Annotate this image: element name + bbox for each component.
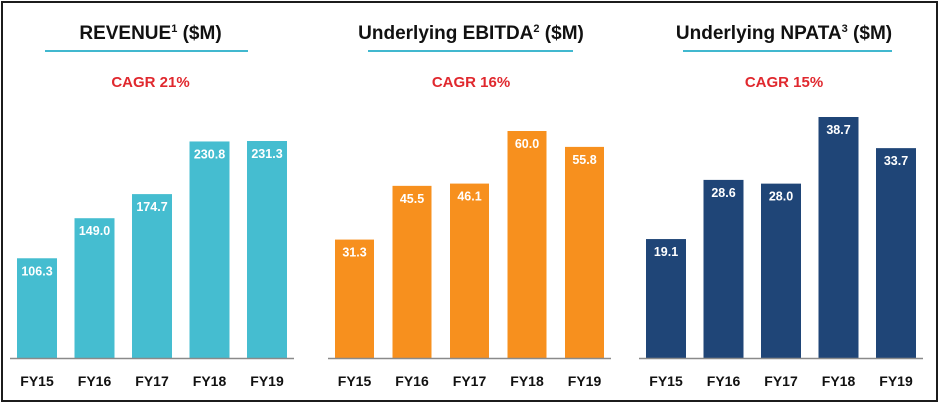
npata-title-underline <box>683 50 892 52</box>
npata-value-label: 28.6 <box>711 186 735 200</box>
ebitda-cagr: CAGR 16% <box>431 74 511 91</box>
npata-bar-fy16 <box>703 179 744 358</box>
npata-title-text: Underlying NPATA <box>675 23 842 44</box>
npata-cagr: CAGR 15% <box>744 74 824 91</box>
ebitda-x-tick-label: FY15 <box>338 373 372 389</box>
revenue-value-label: 106.3 <box>21 264 52 278</box>
npata-x-tick-label: FY19 <box>879 373 913 389</box>
npata-x-tick-label: FY15 <box>649 373 683 389</box>
revenue-x-tick-label: FY16 <box>78 373 112 389</box>
npata-x-tick-label: FY16 <box>707 373 741 389</box>
revenue-value-label: 174.7 <box>136 200 167 214</box>
revenue-cagr: CAGR 21% <box>111 74 190 91</box>
revenue-title-text: REVENUE <box>79 23 172 44</box>
revenue-x-tick-label: FY19 <box>250 373 284 389</box>
ebitda-value-label: 45.5 <box>400 192 424 206</box>
ebitda-x-tick-label: FY17 <box>453 373 487 389</box>
npata-value-label: 19.1 <box>654 245 678 259</box>
npata-title-unit: ($M) <box>847 23 893 44</box>
ebitda-x-tick-label: FY19 <box>568 373 602 389</box>
ebitda-value-label: 31.3 <box>342 246 366 260</box>
revenue-x-tick-label: FY17 <box>135 373 169 389</box>
ebitda-bar-fy18 <box>507 131 547 358</box>
npata-bar-fy18 <box>818 117 859 358</box>
ebitda-bar-fy16 <box>392 185 432 358</box>
npata-x-tick-label: FY18 <box>822 373 856 389</box>
revenue-bar-plot: 106.3 FY15 149.0 FY16 174.7 FY17 230.8 FY18 231.… <box>10 141 294 389</box>
npata-x-tick-label: FY17 <box>764 373 798 389</box>
npata-value-label: 33.7 <box>884 154 908 168</box>
ebitda-title-text: Underlying EBITDA <box>358 23 534 44</box>
ebitda-title-unit: ($M) <box>539 23 584 44</box>
ebitda-value-label: 55.8 <box>572 153 596 167</box>
revenue-bar-fy16 <box>74 218 115 358</box>
revenue-value-label: 149.0 <box>79 224 110 238</box>
npata-chart-title: Underlying NPATA3 ($M) <box>632 23 936 45</box>
revenue-x-tick-label: FY15 <box>20 373 54 389</box>
npata-bar-plot: 19.1 FY15 28.6 FY16 28.0 FY17 38.7 FY18 33.7 FY19 <box>639 117 923 389</box>
ebitda-chart-panel: Underlying EBITDA2 ($M) CAGR 16% 31.3 FY1… <box>316 3 626 403</box>
npata-bar-fy17 <box>761 183 801 358</box>
revenue-chart-title: REVENUE1 ($M) <box>3 23 298 45</box>
ebitda-title-underline <box>368 50 573 52</box>
ebitda-bar-fy19 <box>565 146 604 358</box>
ebitda-value-label: 60.0 <box>515 137 539 151</box>
npata-value-label: 38.7 <box>826 123 850 137</box>
npata-bar-fy15 <box>646 239 686 358</box>
ebitda-bar-fy17 <box>450 183 489 358</box>
npata-title-footnote: 3 <box>841 23 848 35</box>
npata-chart-panel: Underlying NPATA3 ($M) CAGR 15% 19.1 FY15… <box>632 3 936 403</box>
ebitda-x-tick-label: FY16 <box>395 373 429 389</box>
ebitda-x-tick-label: FY18 <box>510 373 544 389</box>
revenue-bar-fy15 <box>17 258 57 358</box>
npata-bar-fy19 <box>876 148 916 358</box>
npata-value-label: 28.0 <box>769 190 793 204</box>
revenue-bar-fy17 <box>132 194 172 358</box>
ebitda-value-label: 46.1 <box>457 190 481 204</box>
revenue-chart-panel: REVENUE1 ($M) CAGR 21% 106.3 FY15 149.0 FY1… <box>3 3 298 403</box>
revenue-value-label: 231.3 <box>251 147 282 161</box>
revenue-value-label: 230.8 <box>194 147 225 161</box>
revenue-x-tick-label: FY18 <box>193 373 227 389</box>
ebitda-chart-title: Underlying EBITDA2 ($M) <box>316 23 626 45</box>
ebitda-bar-fy15 <box>335 239 374 358</box>
revenue-bar-fy18 <box>189 141 230 358</box>
revenue-title-underline <box>45 50 248 52</box>
ebitda-title-footnote: 2 <box>533 23 540 35</box>
ebitda-bar-plot: 31.3 FY15 45.5 FY16 46.1 FY17 60.0 FY18 55.8 FY19 <box>328 131 611 389</box>
revenue-title-footnote: 1 <box>171 23 178 35</box>
revenue-bar-fy19 <box>247 141 287 358</box>
revenue-title-unit: ($M) <box>177 23 222 44</box>
